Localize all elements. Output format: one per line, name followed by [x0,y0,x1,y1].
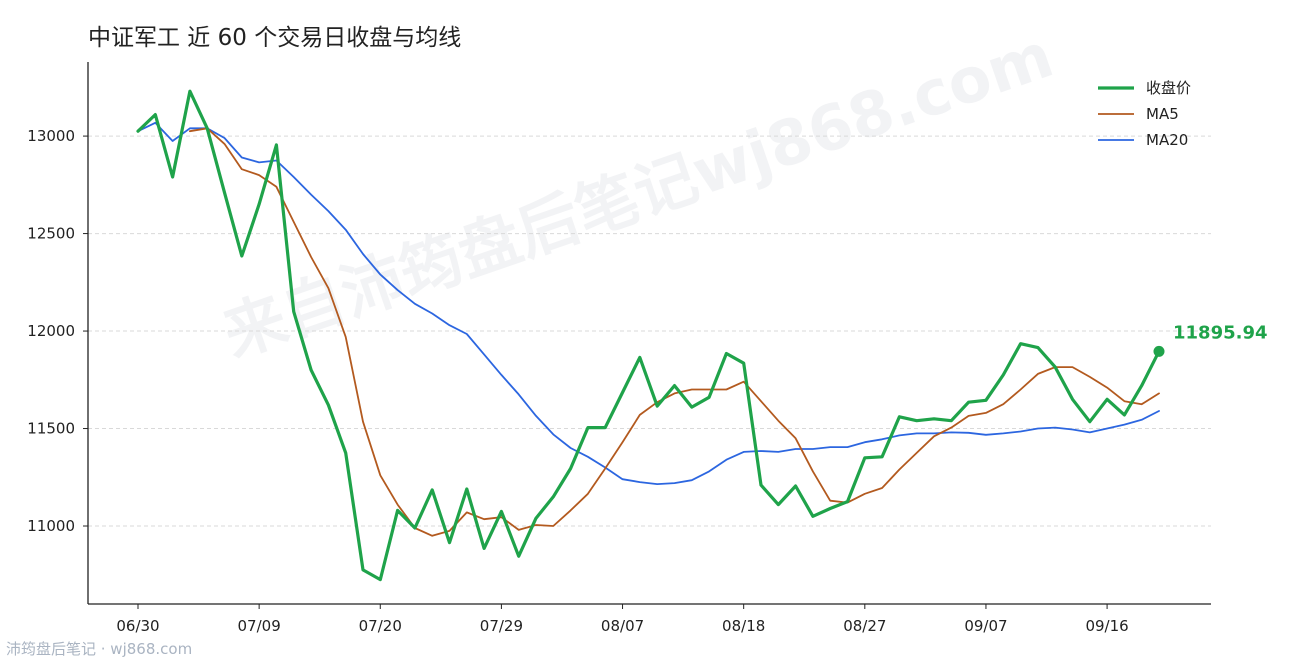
chart-title: 中证军工 近 60 个交易日收盘与均线 [88,25,462,51]
x-tick-label: 08/18 [722,617,765,635]
grid-layer [88,135,1211,527]
series-layer [136,89,1161,582]
legend: 收盘价 MA5 MA20 [1098,79,1191,149]
series-line-ma20 [137,121,1160,485]
x-tick-label: 07/09 [238,617,281,635]
last-close-label: 11895.94 [1173,322,1268,343]
y-tick-label: 13000 [27,127,75,145]
x-tick-label: 09/07 [964,617,1007,635]
x-tick-label: 07/29 [480,617,523,635]
series-line-ma5 [189,127,1160,537]
x-tick-label: 07/20 [359,617,402,635]
x-tick-label: 06/30 [116,617,159,635]
y-tick-label: 11000 [27,517,75,535]
x-tick-label: 08/27 [843,617,886,635]
series-line-close [136,89,1161,582]
x-tick-label: 08/07 [601,617,644,635]
y-tick-label: 11500 [27,420,75,438]
legend-entry-label: MA5 [1146,105,1179,123]
axes-layer: 11000 11500 12000 12500 13000 06/30 07/09 07/20… [27,62,1211,635]
watermark-layer: 来自沛筠盘后笔记wj868.com [214,18,1062,371]
legend-entry-label: MA20 [1146,131,1188,149]
last-close-point [1153,345,1165,357]
legend-entry-label: 收盘价 [1146,79,1191,97]
x-tick-label: 09/16 [1085,617,1128,635]
footer-source: 沛筠盘后笔记 · wj868.com [6,640,193,658]
y-tick-label: 12000 [27,322,75,340]
y-tick-label: 12500 [27,225,75,243]
annotation-layer: 11895.94 [1153,322,1268,357]
watermark-text: 来自沛筠盘后笔记wj868.com [214,18,1062,371]
